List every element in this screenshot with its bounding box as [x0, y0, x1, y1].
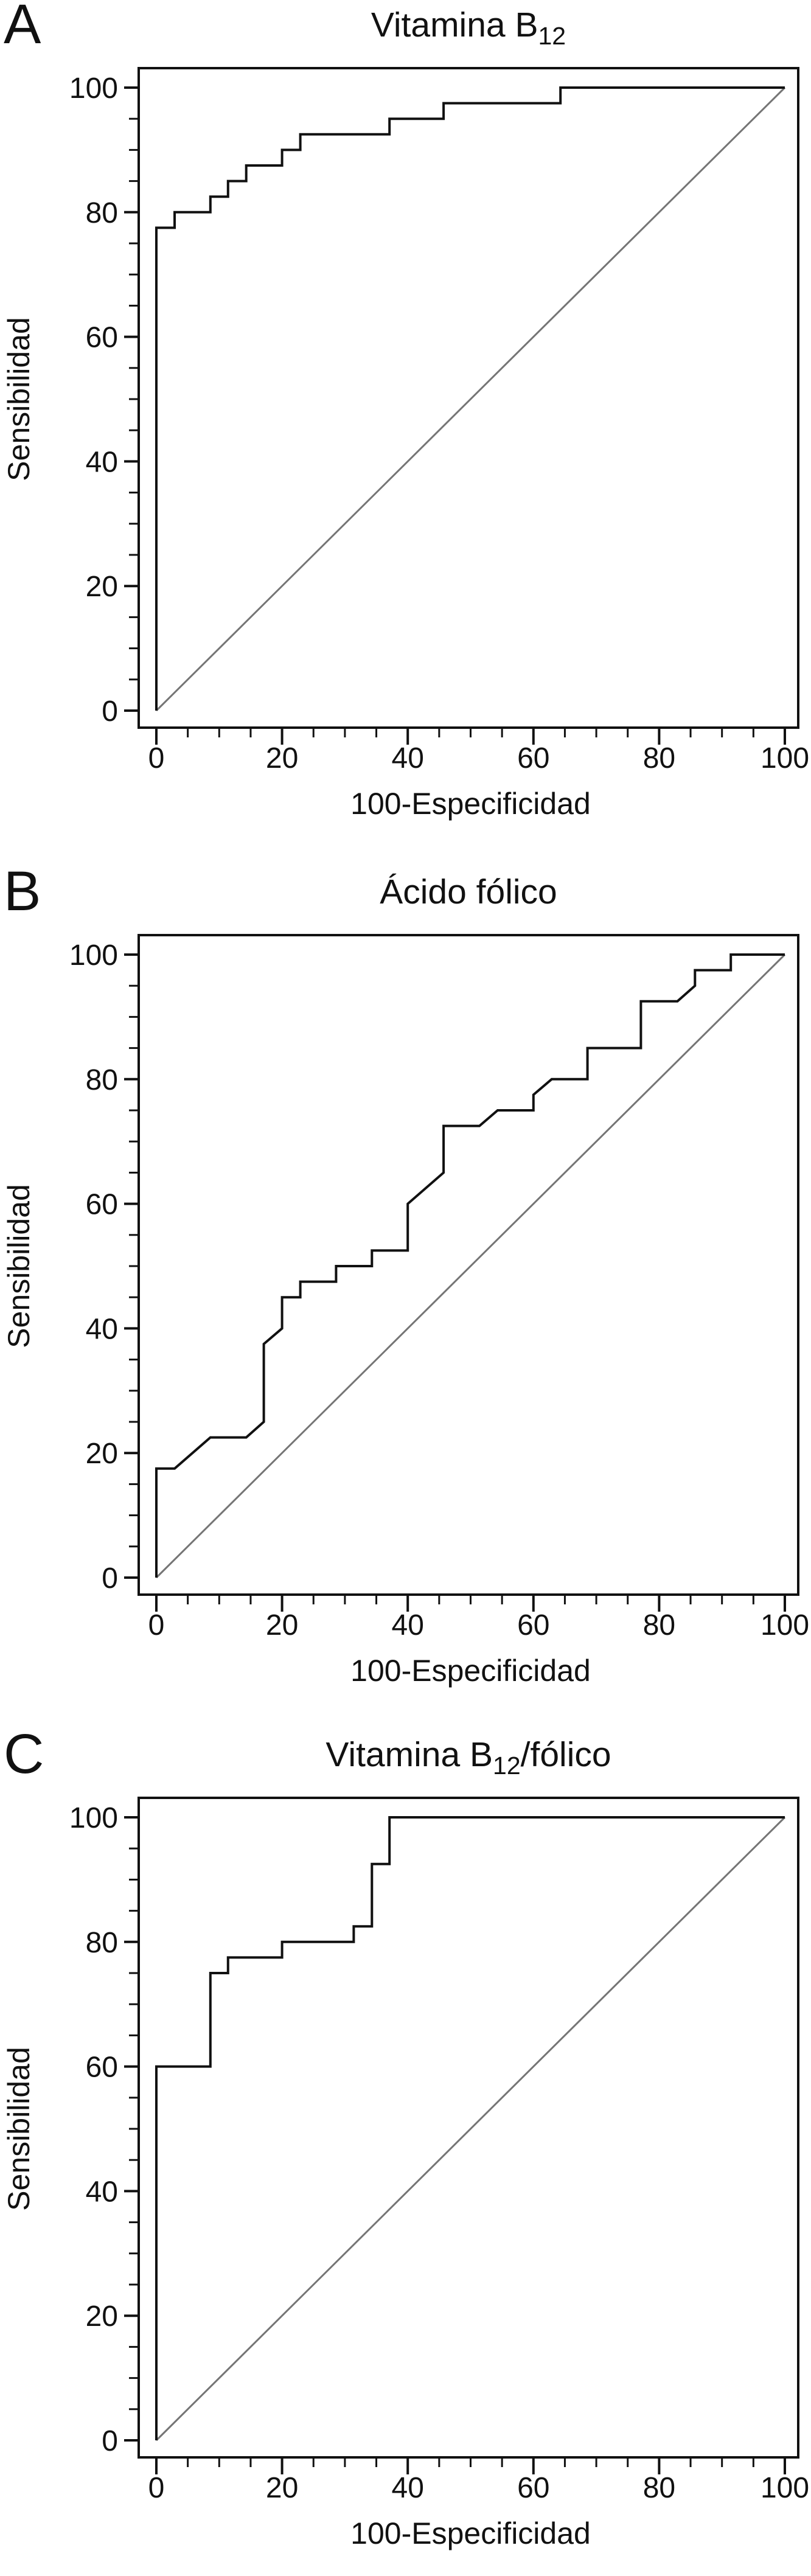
y-tick-label: 60 [86, 322, 118, 354]
y-tick-label: 100 [69, 939, 118, 972]
y-tick-label: 100 [69, 1802, 118, 1834]
title-main: Vitamina B [371, 5, 538, 44]
panel-letter-a: A [4, 0, 41, 55]
x-tick-label: 100 [761, 2472, 809, 2504]
y-tick-label: 40 [86, 2176, 118, 2208]
x-tick-label: 60 [517, 2472, 549, 2504]
y-tick-label: 40 [86, 446, 118, 478]
panel-a: A Vitamina B12 0 20 40 60 80 100 0 20 40 60 80 100 1… [0, 0, 811, 858]
y-tick-label: 100 [69, 72, 118, 105]
x-tick-label: 0 [148, 2472, 165, 2504]
x-tick-label: 40 [392, 742, 424, 775]
x-tick-label: 20 [266, 1609, 298, 1641]
x-axis-label: 100-Especificidad [350, 787, 591, 821]
plot-frame [137, 1797, 799, 2459]
roc-plot-svg: 0 20 40 60 80 100 0 20 40 60 80 100 100-Especificida… [2, 67, 809, 821]
y-tick-label: 40 [86, 1313, 118, 1345]
roc-plot-svg: 0 20 40 60 80 100 0 20 40 60 80 100 100-Especificida… [2, 1797, 809, 2550]
y-axis-label: Sensibilidad [2, 2047, 36, 2211]
x-tick-label: 80 [643, 2472, 675, 2504]
title-main: Ácido fólico [380, 872, 557, 911]
reference-diagonal [155, 86, 786, 712]
title-subscript: 12 [493, 1752, 521, 1780]
panel-a-plot: 0 20 40 60 80 100 0 20 40 60 80 100 100-Especificida… [0, 0, 811, 858]
x-tick-label: 20 [266, 742, 298, 775]
roc-curve [155, 86, 785, 711]
roc-curve [155, 1816, 785, 2440]
x-tick-label: 0 [148, 1609, 165, 1641]
y-tick-label: 80 [86, 197, 118, 229]
x-tick-label: 100 [761, 742, 809, 775]
x-axis-label: 100-Especificidad [350, 1654, 591, 1688]
y-tick-label: 60 [86, 1189, 118, 1221]
x-tick-label: 0 [148, 742, 165, 775]
title-suffix: /fólico [520, 1735, 611, 1774]
y-tick-label: 20 [86, 571, 118, 603]
x-tick-label: 60 [517, 1609, 549, 1641]
y-tick-label: 20 [86, 2300, 118, 2333]
y-tick-label: 20 [86, 1438, 118, 1470]
panel-title-b: Ácido fólico [139, 872, 798, 912]
panel-title-c: Vitamina B12/fólico [139, 1735, 798, 1778]
x-axis-label: 100-Especificidad [350, 2516, 591, 2550]
x-tick-label: 80 [643, 1609, 675, 1641]
panel-c: C Vitamina B12/fólico 0 20 40 60 80 100 0 20 40 6… [0, 1726, 811, 2576]
y-tick-label: 0 [102, 695, 118, 728]
x-tick-label: 100 [761, 1609, 809, 1641]
reference-diagonal [155, 1816, 786, 2442]
x-tick-label: 40 [392, 2472, 424, 2504]
y-tick-label: 80 [86, 1927, 118, 1959]
panel-title-a: Vitamina B12 [139, 5, 798, 49]
panel-b: B Ácido fólico 0 20 40 60 80 100 0 20 40 60 80 100 1… [0, 863, 811, 1725]
title-subscript: 12 [538, 22, 566, 50]
y-axis-label: Sensibilidad [2, 1184, 36, 1348]
panel-c-plot: 0 20 40 60 80 100 0 20 40 60 80 100 100-Especificida… [0, 1730, 811, 2576]
panel-letter-c: C [4, 1723, 44, 1785]
plot-frame [137, 67, 799, 729]
x-tick-label: 20 [266, 2472, 298, 2504]
y-tick-label: 0 [102, 1562, 118, 1595]
roc-curve [155, 953, 785, 1578]
title-main: Vitamina B [325, 1735, 493, 1774]
y-axis-label: Sensibilidad [2, 317, 36, 481]
plot-frame [137, 934, 799, 1596]
x-tick-label: 80 [643, 742, 675, 775]
x-tick-label: 60 [517, 742, 549, 775]
y-tick-label: 0 [102, 2425, 118, 2457]
y-tick-label: 60 [86, 2052, 118, 2084]
panel-letter-b: B [4, 860, 41, 922]
x-tick-label: 40 [392, 1609, 424, 1641]
y-tick-label: 80 [86, 1064, 118, 1096]
panel-b-plot: 0 20 40 60 80 100 0 20 40 60 80 100 100-Especificida… [0, 867, 811, 1725]
reference-diagonal [155, 953, 786, 1579]
roc-plot-svg: 0 20 40 60 80 100 0 20 40 60 80 100 100-Especificida… [2, 934, 809, 1688]
